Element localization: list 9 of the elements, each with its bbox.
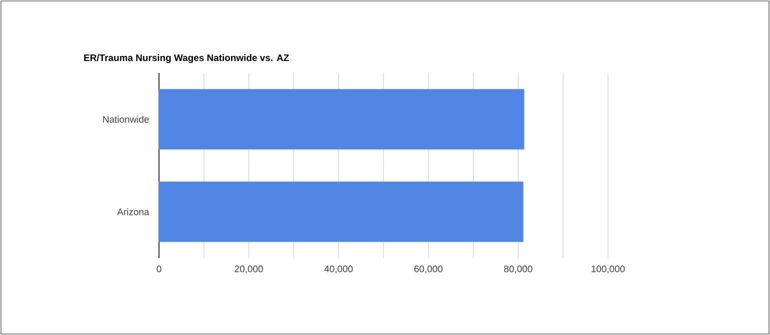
x-tick-label: 20,000 xyxy=(234,266,263,274)
x-tick-label: 100,000 xyxy=(592,266,625,274)
chart-title: ER/Trauma Nursing Wages Nationwide vs. AZ xyxy=(84,54,289,63)
x-tick-label: 40,000 xyxy=(324,266,353,274)
x-tick-label: 60,000 xyxy=(414,266,442,274)
x-tick-label: 0 xyxy=(156,266,162,272)
y-tick-label: Arizona xyxy=(117,208,150,216)
x-tick-label: 80,000 xyxy=(504,266,532,274)
y-tick-label: Nationwide xyxy=(103,116,149,123)
